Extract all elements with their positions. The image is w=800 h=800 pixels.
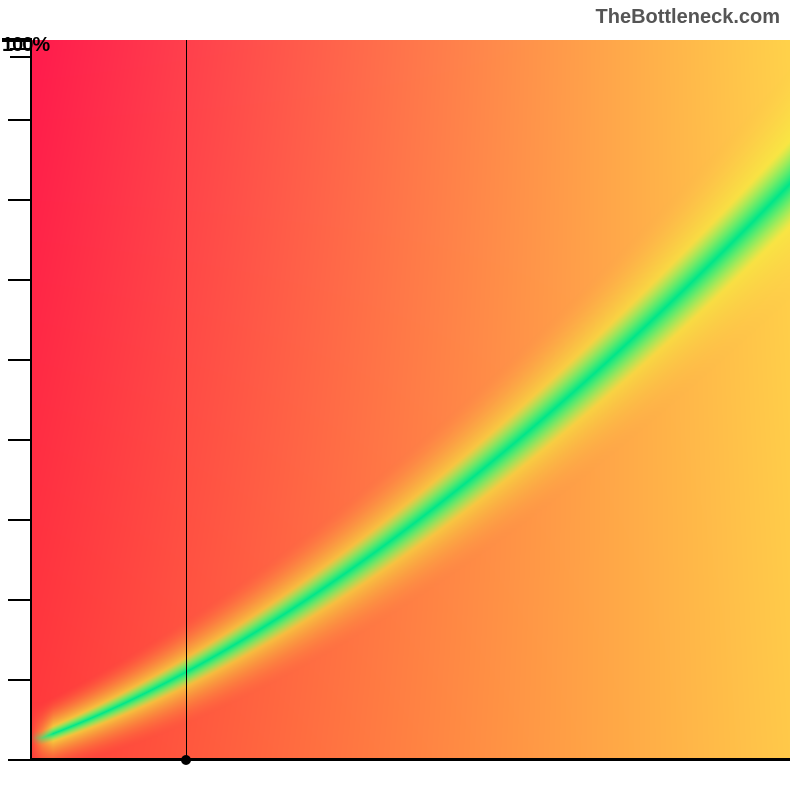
- attribution-text: TheBottleneck.com: [596, 6, 780, 29]
- y-axis-line: [30, 40, 32, 760]
- heatmap-plot: [30, 40, 790, 760]
- y-axis-max-label: 100%: [2, 34, 49, 57]
- chart-container: TheBottleneck.com 100%: [0, 0, 800, 800]
- crosshair-horizontal: [30, 760, 790, 761]
- crosshair-vertical: [186, 40, 187, 760]
- current-point-marker: [181, 755, 191, 765]
- heatmap-canvas: [30, 40, 790, 760]
